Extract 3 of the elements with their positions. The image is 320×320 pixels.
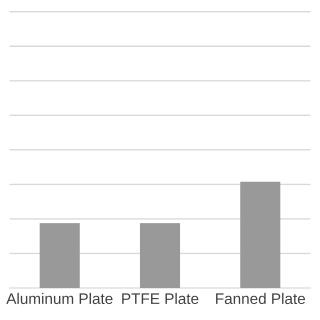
x-tick-label: Fanned Plate bbox=[216, 292, 306, 304]
x-tick-label: Aluminum Plate bbox=[6, 292, 113, 304]
x-tick-label: PTFE Plate bbox=[122, 292, 198, 304]
